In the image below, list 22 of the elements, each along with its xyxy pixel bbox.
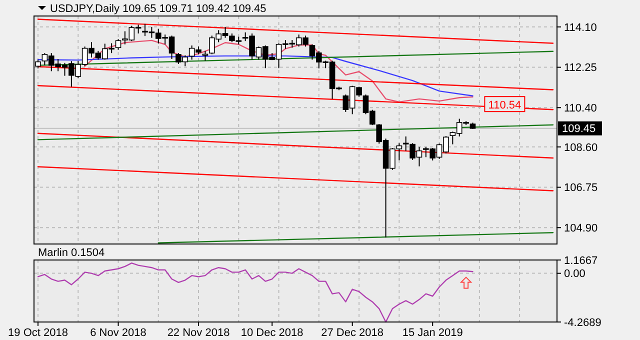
y-tick-label: 108.60 xyxy=(564,142,598,154)
y-tick-label: 112.25 xyxy=(564,62,597,74)
x-tick-label: 6 Nov 2018 xyxy=(90,327,146,339)
y-tick-label: 106.75 xyxy=(564,182,598,194)
x-tick-label: 22 Nov 2018 xyxy=(167,327,230,339)
y-tick-label: 1.1667 xyxy=(564,254,598,267)
chart-title: Marlin 0.1504 xyxy=(38,247,105,259)
line-series xyxy=(37,55,474,96)
x-tick-label: 19 Oct 2018 xyxy=(8,327,68,339)
y-tick-label: 110.40 xyxy=(564,102,597,114)
annotation: 110.54 xyxy=(488,99,522,112)
y-tick-label: 104.90 xyxy=(564,222,598,234)
candlestick xyxy=(115,38,122,50)
x-tick-label: 15 Jan 2019 xyxy=(402,327,463,339)
ref-line-label: 109.45 xyxy=(562,123,596,136)
x-tick-label: 27 Dec 2018 xyxy=(321,327,384,339)
y-tick-label: 0.00 xyxy=(564,268,586,280)
chart-title: USDJPY,Daily 109.65 109.71 109.42 109.45 xyxy=(50,3,266,15)
x-tick-label: 10 Dec 2018 xyxy=(240,327,304,339)
y-tick-label: 114.10 xyxy=(564,22,597,34)
y-tick-label: -4.2689 xyxy=(564,316,602,329)
line-series xyxy=(37,262,474,323)
